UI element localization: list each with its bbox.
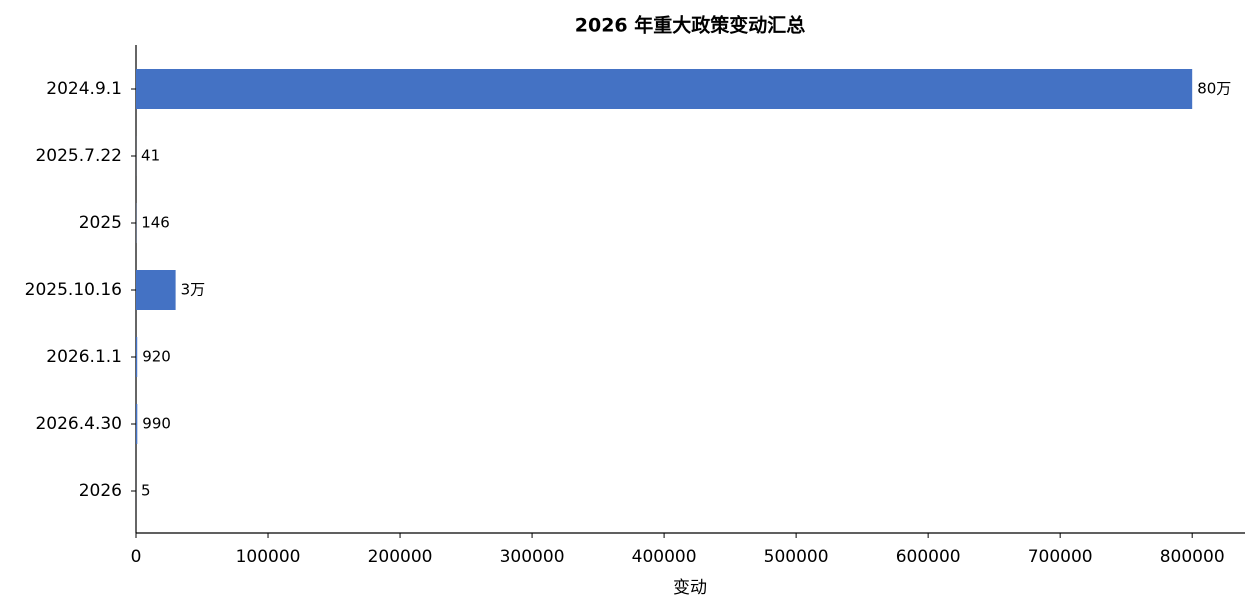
bar <box>136 404 138 444</box>
value-label: 41 <box>141 147 160 165</box>
x-axis-label: 变动 <box>673 578 707 598</box>
y-tick-label: 2025 <box>79 213 122 233</box>
x-tick-label: 500000 <box>764 547 829 567</box>
chart-title: 2026 年重大政策变动汇总 <box>575 14 806 37</box>
x-tick-label: 400000 <box>632 547 697 567</box>
x-tick-label: 300000 <box>500 547 565 567</box>
y-tick-label: 2025.10.16 <box>25 280 122 300</box>
value-label: 990 <box>142 415 171 433</box>
y-tick-label: 2026.1.1 <box>46 347 122 367</box>
x-tick-label: 600000 <box>896 547 961 567</box>
bar <box>136 337 138 377</box>
y-tick-label: 2026 <box>79 481 122 501</box>
x-tick-label: 0 <box>131 547 142 567</box>
value-label: 920 <box>142 348 171 366</box>
y-tick-label: 2025.7.22 <box>35 146 122 166</box>
x-tick-label: 700000 <box>1028 547 1093 567</box>
y-tick-label: 2026.4.30 <box>35 414 122 434</box>
x-tick-label: 200000 <box>368 547 433 567</box>
value-label: 5 <box>141 482 151 500</box>
value-label: 80万 <box>1197 80 1231 98</box>
bar <box>136 270 176 310</box>
value-label: 146 <box>141 214 170 232</box>
y-tick-label: 2024.9.1 <box>46 79 122 99</box>
bar <box>136 69 1193 109</box>
value-label: 3万 <box>181 281 206 299</box>
x-tick-label: 100000 <box>236 547 301 567</box>
x-tick-label: 800000 <box>1160 547 1225 567</box>
